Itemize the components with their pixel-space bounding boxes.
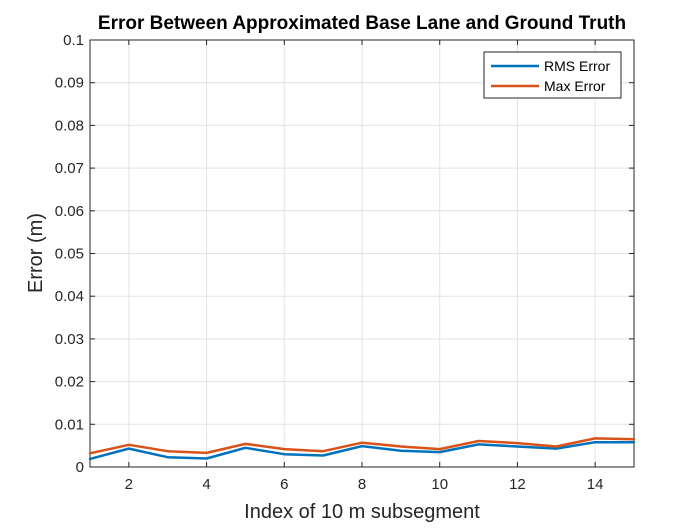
y-tick-label-7: 0.07 xyxy=(55,160,84,177)
y-tick-label-6: 0.06 xyxy=(55,203,84,220)
y-axis-title: Error (m) xyxy=(25,213,47,293)
legend-label-rms-error: RMS Error xyxy=(544,58,610,74)
chart-title: Error Between Approximated Base Lane and… xyxy=(98,13,626,34)
y-tick-label-3: 0.03 xyxy=(55,331,84,348)
y-tick-label-4: 0.04 xyxy=(55,288,84,305)
legend-box xyxy=(483,51,622,99)
series-line-max-error xyxy=(88,437,636,455)
y-tick-label-9: 0.09 xyxy=(55,75,84,92)
x-tick-label-5: 12 xyxy=(509,476,526,493)
series-line-rms-error xyxy=(88,440,636,461)
legend-label-max-error: Max Error xyxy=(544,78,606,94)
plot-area: 2 4 6 8 10 12 14 0 0.01 0.02 0.03 0.04 0.05 0.06 0.07 0… xyxy=(55,32,636,493)
x-axis-title: Index of 10 m subsegment xyxy=(244,501,480,523)
x-tick-label-1: 4 xyxy=(202,476,210,493)
y-tick-label-10: 0.1 xyxy=(63,32,84,49)
y-tick-label-8: 0.08 xyxy=(55,117,84,134)
x-tick-label-0: 2 xyxy=(125,476,133,493)
y-tick-label-5: 0.05 xyxy=(55,246,84,263)
y-tick-label-1: 0.01 xyxy=(55,416,84,433)
x-tick-label-3: 8 xyxy=(358,476,366,493)
x-tick-label-2: 6 xyxy=(280,476,288,493)
legend: RMS Error Max Error xyxy=(483,51,622,99)
x-tick-label-4: 10 xyxy=(431,476,448,493)
y-tick-label-0: 0 xyxy=(76,459,84,476)
x-tick-label-6: 14 xyxy=(587,476,604,493)
y-tick-label-2: 0.02 xyxy=(55,374,84,391)
